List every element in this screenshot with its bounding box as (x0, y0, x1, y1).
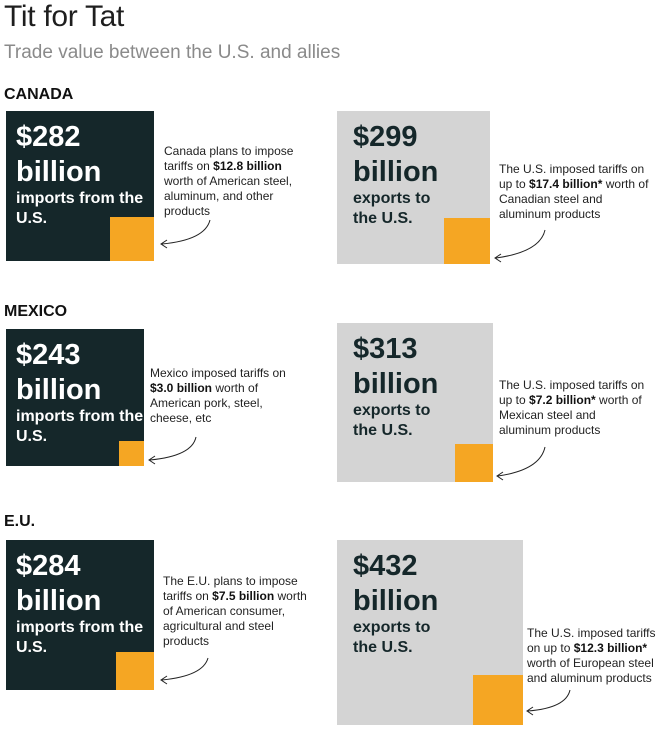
section-label-canada: CANADA (4, 86, 74, 103)
canada-exports-box: $299 billion exports to the U.S. (337, 111, 490, 264)
eu-exports-note: The U.S. imposed tariffs on up to $12.3 … (527, 626, 667, 686)
mexico-exports-note: The U.S. imposed tariffs on up to $7.2 b… (499, 378, 649, 438)
chart-title: Tit for Tat (4, 0, 125, 33)
eu-exports-unit: billion (353, 585, 439, 617)
mexico-imports-note-amount: $3.0 billion (150, 381, 213, 395)
eu-imports-note-amount: $7.5 billion (212, 589, 275, 603)
mexico-exports-note-pre: The U.S. imposed tariffs on up to (499, 378, 645, 407)
section-label-mexico: MEXICO (4, 303, 68, 320)
chart-subtitle: Trade value between the U.S. and allies (4, 42, 341, 63)
mexico-exports-unit: billion (353, 368, 439, 400)
canada-exports-note-pre: The U.S. imposed tariffs on up to (499, 162, 645, 191)
mexico-exports-value: $313 (353, 333, 418, 365)
eu-exports-value: $432 (353, 550, 418, 582)
section-label-eu: E.U. (4, 513, 36, 530)
mexico-exports-note-post: worth of Mexican steel and aluminum prod… (499, 393, 642, 437)
eu-exports-note-post: worth of European steel and aluminum pro… (527, 656, 654, 685)
canada-imports-note-amount: $12.8 billion (213, 159, 282, 173)
canada-imports-tariff-square (109, 216, 154, 261)
canada-imports-note: Canada plans to impose tariffs on $12.8 … (164, 144, 314, 219)
mexico-exports-box: $313 billion exports to the U.S. (337, 323, 493, 482)
canada-imports-unit: billion (16, 156, 102, 188)
mexico-exports-tariff-square (455, 444, 493, 482)
canada-imports-box: $282 billion imports from the U.S. (6, 111, 154, 261)
mexico-imports-value: $243 (16, 339, 81, 371)
eu-exports-note-amount: $12.3 billion* (573, 641, 648, 655)
canada-imports-note-pre: Canada plans to impose tariffs on (164, 144, 294, 173)
eu-imports-desc: imports from the U.S. (16, 619, 144, 656)
mexico-imports-note: Mexico imposed tariffs on $3.0 billion w… (150, 366, 300, 426)
canada-exports-unit: billion (353, 156, 439, 188)
eu-imports-box: $284 billion imports from the U.S. (6, 540, 154, 690)
eu-exports-tariff-square (472, 674, 523, 725)
mexico-imports-note-pre: Mexico imposed tariffs on (150, 366, 286, 380)
mexico-imports-tariff-square (119, 441, 144, 466)
canada-exports-note-post: worth of Canadian steel and aluminum pro… (499, 177, 649, 221)
canada-imports-note-post: worth of American steel, aluminum, and o… (164, 174, 293, 218)
canada-exports-note: The U.S. imposed tariffs on up to $17.4 … (499, 162, 649, 222)
mexico-imports-note-post: worth of American pork, steel, cheese, e… (150, 381, 263, 425)
canada-imports-desc: imports from the U.S. (16, 190, 144, 227)
eu-exports-note-pre: The U.S. imposed tariffs on up to (527, 626, 656, 655)
eu-imports-note: The E.U. plans to impose tariffs on $7.5… (163, 574, 313, 649)
mexico-exports-note-amount: $7.2 billion* (529, 393, 596, 407)
mexico-imports-desc: imports from the U.S. (16, 408, 144, 445)
canada-exports-note-amount: $17.4 billion* (529, 177, 603, 191)
mexico-exports-desc: exports to the U.S. (353, 402, 431, 439)
canada-exports-tariff-square (444, 218, 490, 264)
eu-exports-desc: exports to the U.S. (353, 619, 431, 656)
eu-imports-note-pre: The E.U. plans to impose tariffs on (163, 574, 298, 603)
eu-imports-unit: billion (16, 585, 102, 617)
canada-exports-desc: exports to the U.S. (353, 190, 431, 227)
mexico-imports-unit: billion (16, 374, 102, 406)
eu-imports-note-post: worth of American consumer, agricultural… (163, 589, 307, 648)
eu-imports-tariff-square (115, 651, 154, 690)
eu-imports-value: $284 (16, 550, 81, 582)
canada-exports-value: $299 (353, 121, 418, 153)
mexico-imports-box: $243 billion imports from the U.S. (6, 329, 144, 466)
eu-exports-box: $432 billion exports to the U.S. (337, 540, 523, 725)
canada-imports-value: $282 (16, 121, 81, 153)
